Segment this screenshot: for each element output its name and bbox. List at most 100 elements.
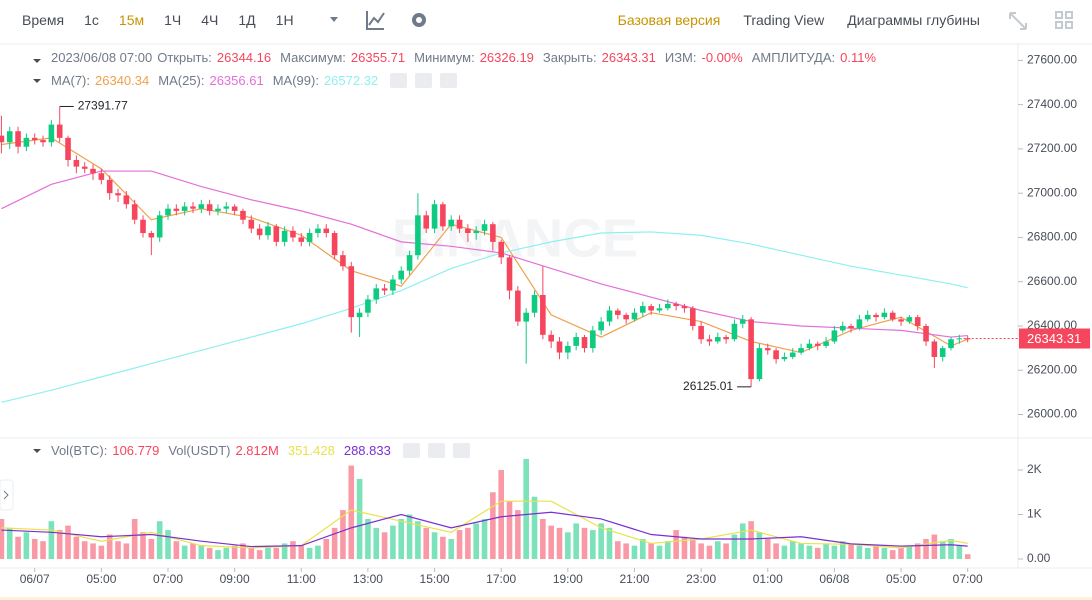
collapse-arrow[interactable] <box>33 449 41 453</box>
value: 26326.19 <box>479 50 534 65</box>
candle-body <box>15 131 21 147</box>
volume-bar <box>140 532 146 559</box>
view-tab[interactable]: Диаграммы глубины <box>847 12 980 28</box>
interval-button[interactable]: 1Ч <box>164 12 182 28</box>
candle-body <box>606 310 613 322</box>
candle-body <box>739 319 746 324</box>
volume-bar <box>306 547 313 559</box>
x-tick-label: 01:00 <box>753 572 783 586</box>
volume-bar <box>873 545 879 559</box>
candle-body <box>481 224 488 231</box>
interval-button[interactable]: 15м <box>118 12 145 28</box>
ma-legend: MA(7): 26340.34 MA(25): 26356.61 MA(99): 2657… <box>51 73 458 88</box>
legend-icon[interactable] <box>427 443 445 458</box>
volume-bar <box>665 541 671 559</box>
volume-bar <box>48 521 55 559</box>
indicator-icon[interactable] <box>366 11 385 30</box>
candle-body <box>106 179 113 194</box>
x-tick-label: 05:00 <box>86 572 116 586</box>
candle-body <box>323 228 330 234</box>
volume-bar <box>323 538 330 559</box>
volume-bar <box>31 538 38 559</box>
volume-bar <box>706 545 713 559</box>
candle-body <box>356 312 363 318</box>
value: 288.833 <box>343 443 391 458</box>
value: 351.428 <box>287 443 335 458</box>
candle-body <box>431 204 438 229</box>
volume-bar <box>814 547 821 559</box>
volume-bar <box>823 543 829 559</box>
interval-button[interactable]: 4Ч <box>201 12 219 28</box>
candle-body <box>556 341 563 353</box>
candle-body <box>573 337 579 346</box>
x-tick-label: 13:00 <box>353 572 383 586</box>
candle-body <box>465 228 471 234</box>
volume-bar <box>498 470 504 559</box>
candle-body <box>273 226 280 242</box>
legend-icon[interactable] <box>415 73 433 88</box>
volume-bar <box>506 501 513 559</box>
x-tick-label: 07:00 <box>153 572 183 586</box>
candle-body <box>956 338 963 340</box>
interval-button[interactable]: 1с <box>84 12 99 28</box>
candle-body <box>98 173 105 180</box>
x-tick-label: 11:00 <box>287 572 316 586</box>
volume-bar <box>515 510 521 559</box>
volume-bar <box>190 543 196 559</box>
x-tick-label: 19:00 <box>553 572 583 586</box>
x-tick-label: 07:00 <box>953 572 983 586</box>
volume-bar <box>581 527 588 559</box>
side-toggle[interactable] <box>0 479 14 511</box>
legend-icon[interactable] <box>390 73 408 88</box>
more-intervals[interactable] <box>330 17 338 22</box>
x-tick-label: 21:00 <box>619 572 649 586</box>
candle-body <box>390 279 396 291</box>
value: 26356.61 <box>209 73 264 88</box>
volume-bar <box>298 545 305 559</box>
footer-strip <box>0 597 1092 600</box>
value: 26572.32 <box>323 73 379 88</box>
candle-body <box>248 219 255 229</box>
view-tab[interactable]: Trading View <box>743 12 825 28</box>
label: MA(7): <box>51 73 90 88</box>
candle-body <box>615 310 621 315</box>
candle-body <box>781 356 788 360</box>
volume-bar <box>648 543 654 559</box>
candle-body <box>631 312 638 320</box>
candle-body <box>798 348 804 353</box>
candle-body <box>198 204 205 209</box>
settings-icon[interactable] <box>412 13 426 27</box>
volume-bar <box>756 532 763 559</box>
collapse-arrow[interactable] <box>33 59 41 63</box>
volume-bar <box>406 514 413 559</box>
view-tab[interactable]: Базовая версия <box>617 12 721 28</box>
y-tick-label: 26600.00 <box>1027 274 1077 288</box>
x-tick-label: 15:00 <box>420 572 450 586</box>
interval-button[interactable]: 1Н <box>275 12 294 28</box>
candle-body <box>265 226 271 236</box>
legend-icon[interactable] <box>402 443 420 458</box>
candle-body <box>56 124 63 138</box>
candle-body <box>648 306 654 311</box>
legend-icon[interactable] <box>440 73 458 88</box>
volume-bar <box>115 541 121 559</box>
volume-bar <box>798 543 804 559</box>
collapse-arrow[interactable] <box>33 79 41 83</box>
interval-button[interactable]: 1Д <box>238 12 256 28</box>
volume-bar <box>606 527 613 559</box>
legend-icon[interactable] <box>452 443 470 458</box>
candle-body <box>498 241 504 258</box>
candle-body <box>131 204 138 220</box>
value: 0.11% <box>840 50 877 65</box>
value: 26344.16 <box>216 50 272 65</box>
volume-bar <box>540 518 546 559</box>
candle-body <box>406 255 413 271</box>
candle-body <box>473 230 480 234</box>
volume-bar <box>165 530 171 559</box>
volume-bar <box>181 545 188 559</box>
datetime: 2023/06/08 07:00 <box>51 50 153 65</box>
volume-bar <box>431 532 438 559</box>
fullscreen-icon[interactable] <box>1009 12 1027 30</box>
layout-icon[interactable] <box>1055 11 1073 29</box>
volume-bar <box>381 532 388 559</box>
